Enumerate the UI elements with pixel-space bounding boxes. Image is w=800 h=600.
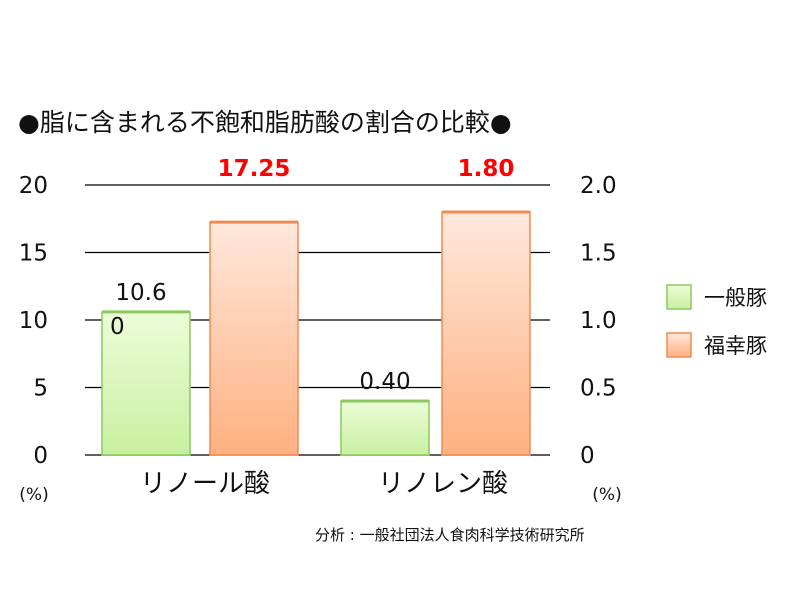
source-note: 分析 : 一般社団法人食肉科学技術研究所 [315,526,585,544]
right-tick-label: 1.0 [580,308,617,334]
left-tick-label: 10 [19,308,48,334]
left-tick-label: 15 [19,241,48,267]
left-axis-unit: (%) [19,485,48,505]
bar-fukukou-2 [441,211,531,456]
right-tick-label: 2.0 [580,173,617,199]
data-labels: 10.6 17.25 0.40 1.80 [115,156,514,395]
legend-label: 一般豚 [704,286,767,310]
bar-fukukou-1 [209,221,299,456]
legend-label: 福幸豚 [704,334,767,358]
stray-label: 0 [110,314,125,340]
left-tick-label: 20 [19,173,48,199]
category-label: リノレン酸 [378,469,508,499]
bars [101,210,531,456]
left-axis: 0 5 10 15 20 [19,173,48,469]
data-label: 17.25 [218,156,291,182]
bar-ippan-2 [340,400,430,456]
right-axis-unit: (%) [592,485,621,505]
right-tick-label: 0 [580,443,595,469]
category-label: リノール酸 [140,469,270,499]
right-axis: 0 0.5 1.0 1.5 2.0 [580,173,617,469]
legend-swatch [666,332,692,358]
category-labels: リノール酸 リノレン酸 [140,469,508,499]
right-tick-label: 0.5 [580,376,617,402]
right-tick-label: 1.5 [580,241,617,267]
bar-ippan-1 [101,311,191,456]
left-tick-label: 5 [33,376,48,402]
data-label: 1.80 [458,156,515,182]
left-tick-label: 0 [33,443,48,469]
data-label: 10.6 [115,280,166,306]
data-label: 0.40 [359,369,410,395]
legend-swatch [666,284,692,310]
chart-title: ●脂に含まれる不飽和脂肪酸の割合の比較● [18,108,512,137]
